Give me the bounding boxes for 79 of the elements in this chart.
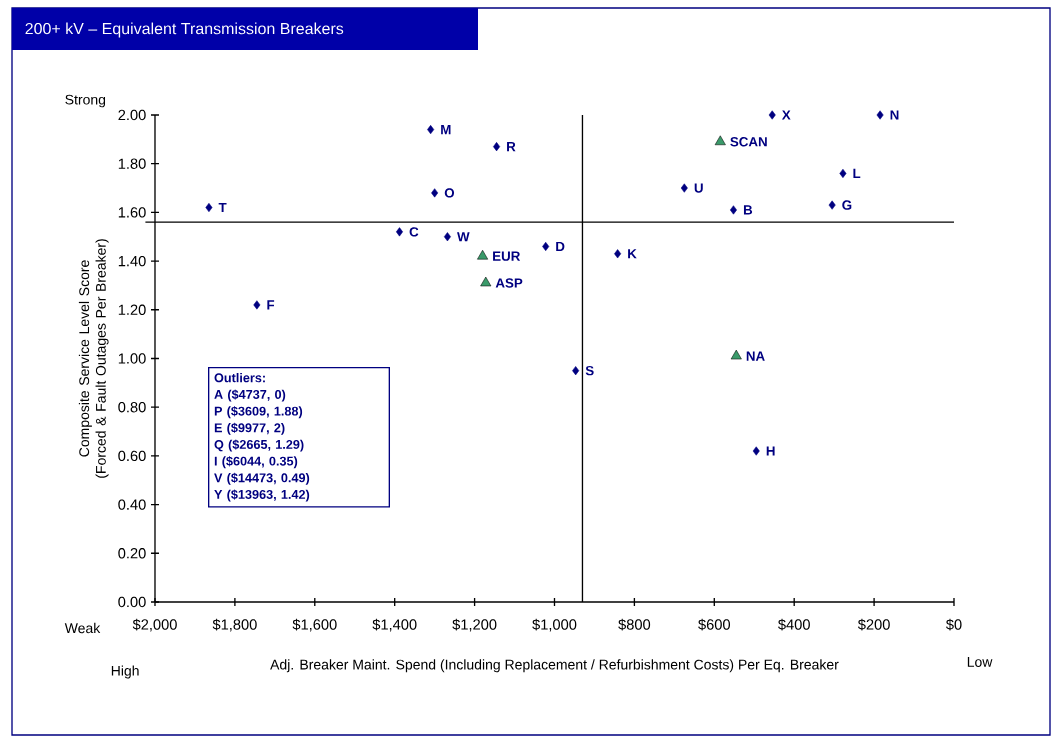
- annotation: D: [556, 241, 565, 252]
- point: [443, 232, 451, 242]
- y-tick-label: 0.00: [118, 596, 146, 608]
- point: [752, 446, 760, 456]
- y-tick-label: 0.80: [118, 402, 146, 413]
- y-tick-label: 0.40: [118, 499, 146, 510]
- x-tick-label: $1,000: [532, 618, 577, 632]
- annotation: Y ($13963, 1.42): [214, 489, 310, 502]
- point: [572, 366, 580, 376]
- point: [876, 110, 884, 120]
- annotation: M: [441, 125, 451, 135]
- annotation: V ($14473, 0.49): [214, 472, 310, 485]
- point: [480, 276, 492, 287]
- text: Low: [967, 657, 993, 667]
- point: [828, 200, 836, 210]
- point: [730, 349, 742, 360]
- annotation: P ($3609, 1.88): [214, 406, 303, 419]
- point: [205, 202, 213, 213]
- text: Strong: [65, 94, 106, 108]
- annotation: NA: [746, 351, 765, 361]
- point: [614, 249, 622, 259]
- point: [493, 142, 501, 152]
- y-tick-label: 0.60: [118, 450, 146, 462]
- annotation: H: [766, 446, 775, 456]
- annotation: EUR: [493, 251, 521, 261]
- point: [542, 241, 550, 252]
- annotation: B: [743, 205, 753, 215]
- annotation: N: [890, 110, 899, 120]
- y-tick-label: 1.20: [118, 304, 146, 315]
- point: [396, 227, 403, 237]
- point: [680, 183, 688, 193]
- text: Weak: [64, 622, 101, 634]
- point: [714, 135, 726, 146]
- annotation: T: [218, 202, 227, 213]
- annotation: W: [457, 232, 470, 242]
- x-tick-label: $1,200: [452, 618, 497, 632]
- annotation: A ($4737, 0): [214, 389, 286, 402]
- chart-title: 200+ kV – Equivalent Transmission Breakers: [25, 22, 344, 38]
- annotation: C: [409, 227, 419, 237]
- annotation: O: [444, 188, 455, 198]
- x-tick-label: $1,400: [372, 618, 417, 632]
- y-tick-label: 1.40: [118, 255, 146, 267]
- annotation: U: [694, 183, 703, 193]
- point: [253, 300, 261, 310]
- x-tick-label: $0: [946, 618, 962, 631]
- x-tick-label: $200: [857, 618, 890, 631]
- x-tick-label: $2,000: [132, 618, 177, 632]
- annotation: S: [585, 365, 594, 376]
- annotation: ASP: [495, 278, 523, 288]
- y-tick-label: 1.80: [118, 158, 146, 169]
- y-tick-label: 1.00: [118, 353, 146, 364]
- y-axis-title: Composite Service Level Score (Forced & Fault Outages Per Breaker): [78, 239, 109, 478]
- annotation: F: [267, 300, 275, 310]
- annotation: R: [507, 142, 516, 152]
- x-tick-label: $1,800: [212, 618, 257, 632]
- y-tick-label: 0.20: [118, 548, 146, 559]
- y-tick-label: 2.00: [118, 109, 146, 121]
- annotation: L: [853, 168, 861, 179]
- annotation: X: [781, 110, 791, 120]
- point: [839, 168, 847, 178]
- annotation: Q ($2665, 1.29): [214, 439, 304, 452]
- annotation: K: [628, 249, 637, 259]
- annotation: E ($9977, 2): [214, 422, 285, 435]
- point: [431, 188, 439, 198]
- annotation: SCAN: [730, 137, 767, 147]
- x-tick-label: $800: [618, 618, 651, 631]
- y-tick-label: 1.60: [118, 207, 146, 218]
- point: [477, 249, 489, 260]
- annotation: I ($6044, 0.35): [214, 456, 298, 469]
- annotation: G: [842, 200, 852, 210]
- x-tick-label: $600: [698, 618, 731, 631]
- annotation: Outliers:: [214, 372, 265, 383]
- point: [730, 205, 737, 215]
- x-axis-title: Adj. Breaker Maint. Spend (Including Replacement / Refurbishment Costs) Per Eq. Breaker: [270, 659, 839, 673]
- point: [427, 125, 435, 135]
- x-tick-label: $400: [778, 618, 810, 631]
- point: [768, 110, 776, 120]
- text: High: [111, 665, 139, 679]
- x-tick-label: $1,600: [292, 618, 337, 632]
